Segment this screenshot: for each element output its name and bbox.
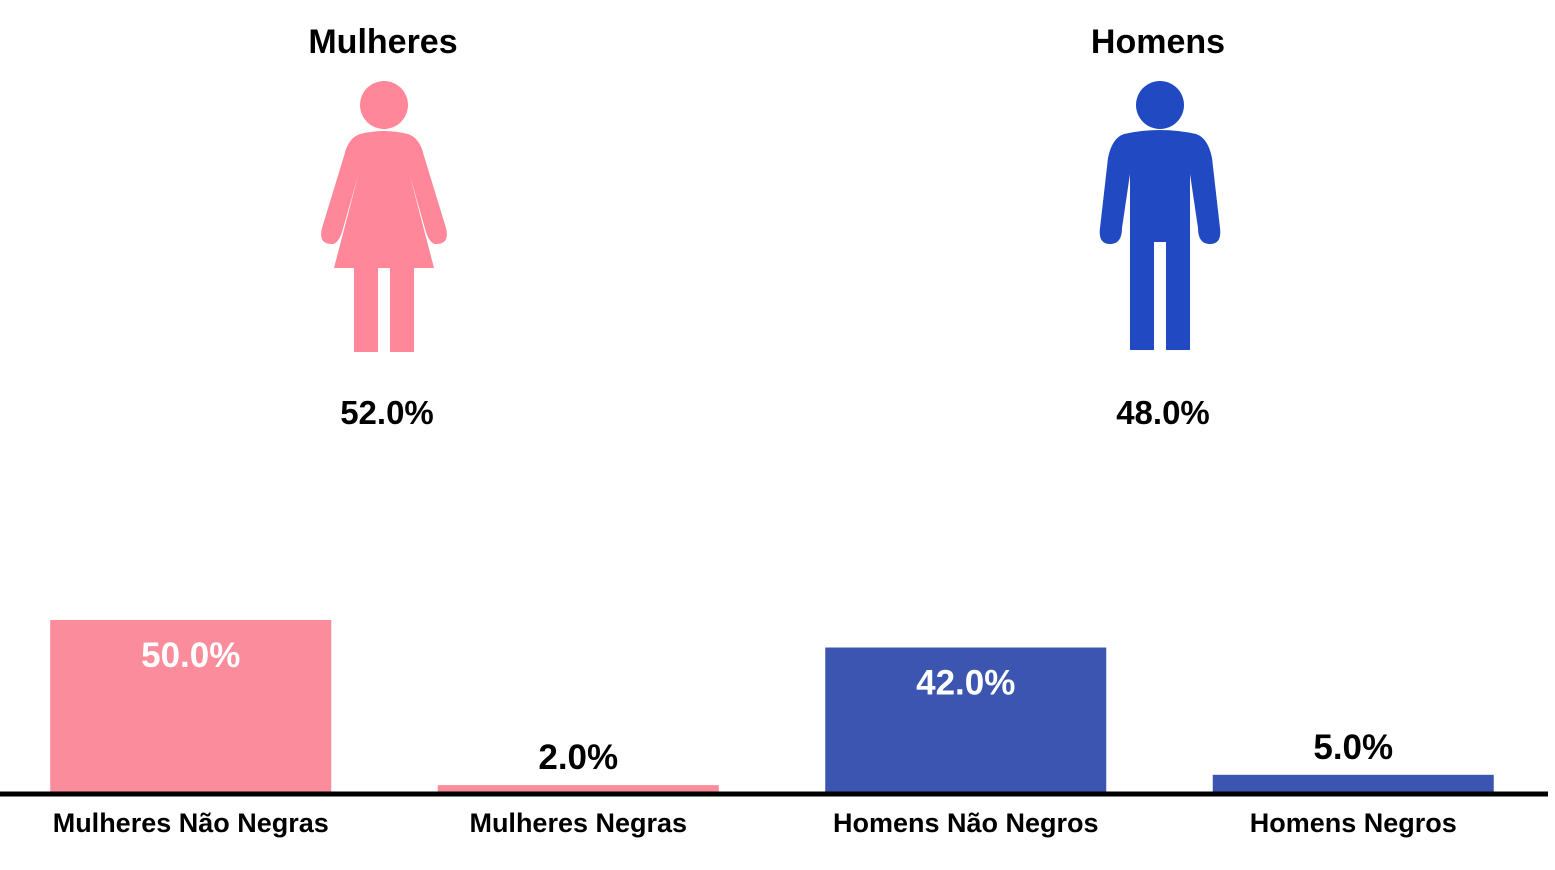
category-label: Homens Negros bbox=[1250, 808, 1457, 838]
bar bbox=[1212, 774, 1494, 792]
bar bbox=[50, 620, 332, 792]
women-group-title: Mulheres bbox=[308, 23, 458, 61]
men-share-value: 48.0% bbox=[1116, 394, 1210, 431]
bar bbox=[825, 647, 1107, 792]
men-group-title: Homens bbox=[1090, 23, 1226, 61]
woman-icon bbox=[321, 81, 447, 352]
bar-value-label: 50.0% bbox=[141, 636, 240, 675]
category-label: Mulheres Não Negras bbox=[53, 808, 329, 838]
category-label: Homens Não Negros bbox=[833, 808, 1099, 838]
women-share-value: 52.0% bbox=[340, 394, 434, 431]
category-label: Mulheres Negras bbox=[469, 808, 687, 838]
bar-value-label: 2.0% bbox=[538, 738, 618, 777]
bar bbox=[437, 785, 719, 792]
bar-value-label: 5.0% bbox=[1313, 728, 1393, 767]
man-icon bbox=[1099, 81, 1221, 350]
bar-value-label: 42.0% bbox=[916, 664, 1015, 703]
